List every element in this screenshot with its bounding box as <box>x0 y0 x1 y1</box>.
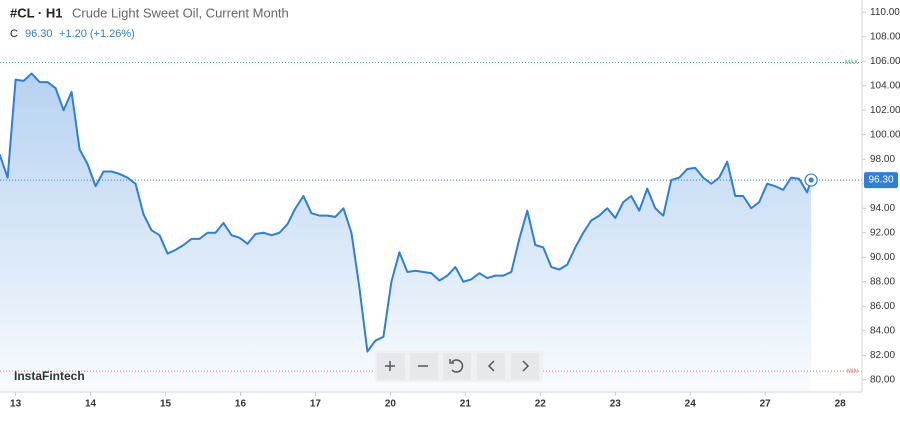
last-price-label: 96.30 <box>868 175 893 186</box>
y-tick-label: 94.00 <box>870 203 895 214</box>
y-tick-label: 98.00 <box>870 154 895 165</box>
plot-area <box>0 61 862 392</box>
y-tick-label: 106.00 <box>870 56 900 67</box>
watermark: InstaFintech <box>14 369 85 383</box>
y-tick-label: 104.00 <box>870 80 900 91</box>
x-tick-label: 16 <box>235 399 247 410</box>
toolbar <box>375 351 543 382</box>
y-tick-label: 88.00 <box>870 276 895 287</box>
y-tick-label: 84.00 <box>870 325 895 336</box>
y-tick-label: 90.00 <box>870 252 895 263</box>
y-tick-label: 100.00 <box>870 129 900 140</box>
y-tick-label: 80.00 <box>870 374 895 385</box>
max-line-label: MAX <box>845 60 858 66</box>
price-line <box>0 72 813 353</box>
x-tick-label: 21 <box>460 399 472 410</box>
last-point <box>808 177 814 183</box>
close-prefix: C <box>10 28 18 40</box>
close-value: 96.30 <box>25 28 53 40</box>
x-tick-label: 28 <box>835 399 847 410</box>
symbol: #CL · H1 <box>10 5 63 20</box>
scroll-left-button[interactable] <box>477 353 505 380</box>
x-tick-label: 13 <box>10 399 22 410</box>
min-line-label: MIN <box>847 369 858 375</box>
x-tick-label: 23 <box>610 399 622 410</box>
y-tick-label: 108.00 <box>870 31 900 42</box>
area-fill <box>0 73 812 392</box>
zoom-in-button[interactable] <box>377 353 405 380</box>
last-price-tag <box>864 172 898 189</box>
y-tick-label: 110.00 <box>870 7 900 18</box>
zoom-out-button[interactable] <box>410 353 438 380</box>
y-tick-label: 86.00 <box>870 301 895 312</box>
scroll-right-button[interactable] <box>511 353 539 380</box>
reset-button[interactable] <box>443 353 471 380</box>
chart-title: Crude Light Sweet Oil, Current Month <box>72 5 289 20</box>
x-tick-label: 14 <box>85 399 97 410</box>
x-tick-label: 17 <box>310 399 322 410</box>
x-tick-label: 22 <box>535 399 547 410</box>
y-tick-label: 82.00 <box>870 350 895 361</box>
y-tick-label: 102.00 <box>870 105 900 116</box>
change: +1.20 (+1.26%) <box>59 28 135 40</box>
y-tick-label: 92.00 <box>870 227 895 238</box>
x-tick-label: 20 <box>385 399 397 410</box>
x-tick-label: 24 <box>685 399 697 410</box>
x-tick-label: 15 <box>160 399 172 410</box>
x-tick-label: 27 <box>760 399 772 410</box>
